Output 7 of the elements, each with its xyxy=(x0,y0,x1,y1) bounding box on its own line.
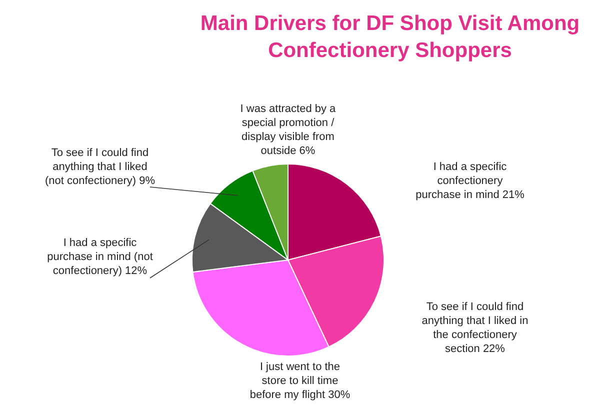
slice-label: I was attracted by a special promotion / display visible from outside 6% xyxy=(240,103,337,157)
slice-label: To see if I could find anything that I liked (not confectionery) 9% xyxy=(44,147,156,187)
slice-label: I just went to the store to kill time before my flight 30% xyxy=(250,361,350,401)
slice-label: To see if I could find anything that I liked in the confectionery section 22% xyxy=(422,301,528,355)
slice-label: I had a specific confectionery purchase in mind 21% xyxy=(416,161,525,201)
chart-title: Main Drivers for DF Shop Visit Among Confectionery Shoppers xyxy=(200,12,580,62)
slice-label: I had a specific purchase in mind (not confectionery) 12% xyxy=(47,237,153,277)
